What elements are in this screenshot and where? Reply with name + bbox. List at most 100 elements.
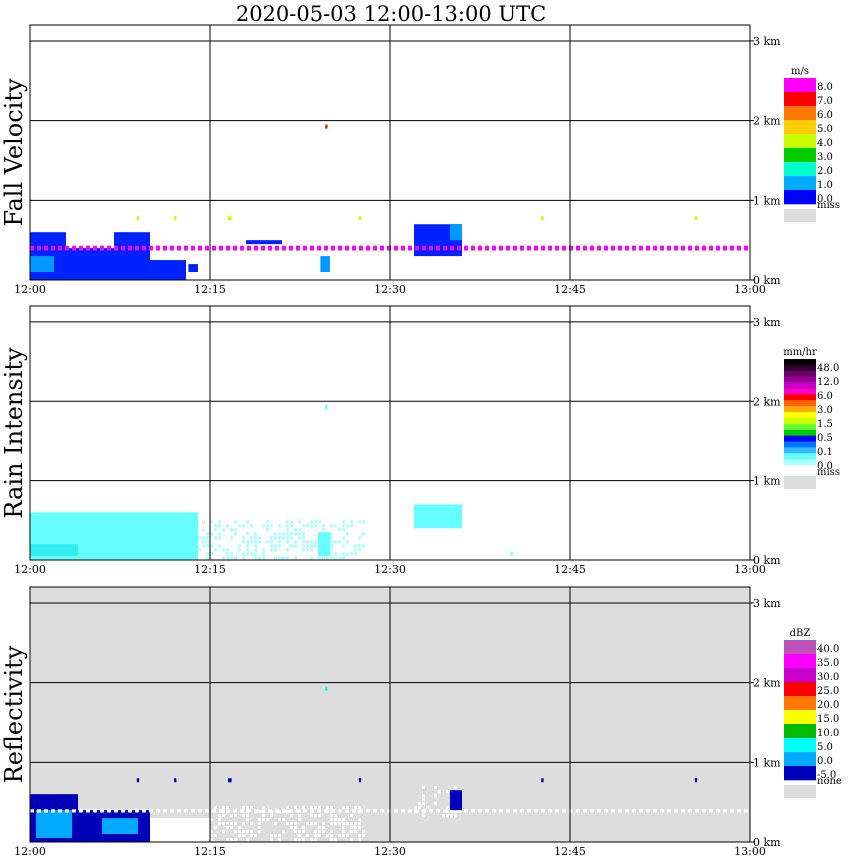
data-cell (286, 532, 289, 536)
data-cell (214, 806, 217, 810)
data-cell (234, 556, 237, 560)
data-cell (373, 245, 377, 251)
data-cell (30, 256, 54, 273)
data-cell (310, 838, 313, 842)
data-cell (342, 822, 345, 826)
data-cell (100, 245, 104, 251)
data-cell (436, 245, 440, 251)
data-cell (303, 809, 307, 813)
data-cell (298, 814, 301, 818)
data-cell (58, 809, 62, 813)
data-cell (274, 536, 277, 540)
colorbar-label: -5.0 (817, 770, 836, 781)
data-cell (310, 245, 314, 251)
data-cell (418, 802, 421, 806)
data-cell (191, 245, 195, 251)
data-cell (242, 524, 245, 528)
data-cell (358, 536, 361, 540)
data-cell (485, 809, 489, 813)
data-cell (228, 778, 232, 783)
data-cell (226, 245, 230, 251)
data-cell (102, 818, 138, 835)
data-cell (350, 838, 353, 842)
data-cell (254, 548, 257, 552)
data-cell (107, 809, 111, 813)
data-cell (302, 540, 305, 544)
data-cell (625, 809, 629, 813)
data-cell (184, 809, 188, 813)
data-cell (330, 548, 333, 552)
data-cell (576, 809, 580, 813)
data-cell (206, 540, 209, 544)
data-cell (541, 216, 544, 221)
data-cell (302, 548, 305, 552)
data-cell (286, 524, 289, 528)
data-cell (294, 532, 297, 536)
data-cell (72, 245, 76, 251)
data-cell (274, 544, 277, 548)
data-cell (250, 822, 253, 826)
colorbar-label: miss (817, 467, 840, 478)
data-cell (358, 520, 361, 524)
data-cell (350, 524, 353, 528)
data-cell (262, 814, 265, 818)
data-cell (142, 245, 146, 251)
data-cell (415, 245, 419, 251)
data-cell (238, 834, 241, 838)
data-cell (222, 806, 225, 810)
data-cell (240, 245, 244, 251)
data-cell (310, 540, 313, 544)
data-cell (135, 245, 139, 251)
data-cell (303, 245, 307, 251)
data-cell (210, 552, 213, 556)
data-cell (358, 834, 361, 838)
data-cell (246, 818, 249, 822)
data-cell (121, 245, 125, 251)
data-cell (464, 809, 468, 813)
data-cell (653, 809, 657, 813)
data-cell (274, 532, 277, 536)
data-cell (290, 814, 293, 818)
data-cell (354, 544, 357, 548)
data-cell (226, 806, 229, 810)
colorbar-cell (784, 423, 816, 431)
data-cell (270, 814, 273, 818)
data-cell (282, 809, 286, 813)
data-cell (373, 809, 377, 813)
data-cell (188, 264, 198, 273)
data-cell (233, 809, 237, 813)
data-cell (318, 814, 321, 818)
data-cell (206, 544, 209, 548)
data-cell (278, 532, 281, 536)
data-cell (387, 245, 391, 251)
data-cell (354, 830, 357, 834)
data-cell (30, 809, 34, 813)
data-cell (702, 809, 706, 813)
data-cell (163, 245, 167, 251)
data-cell (72, 809, 76, 813)
data-cell (408, 809, 412, 813)
data-cell (429, 245, 433, 251)
data-cell (646, 245, 650, 251)
data-cell (330, 536, 333, 540)
data-cell (270, 536, 273, 540)
data-cell (346, 540, 349, 544)
colorbar-cell (784, 710, 816, 725)
data-cell (302, 806, 305, 810)
plot-frame (29, 24, 751, 281)
data-cell (262, 548, 265, 552)
data-cell (394, 809, 398, 813)
colorbar-cell (784, 400, 816, 407)
data-cell (334, 838, 337, 842)
data-cell (667, 245, 671, 251)
data-cell (314, 838, 317, 842)
data-cell (342, 556, 345, 560)
data-cell (274, 822, 277, 826)
data-cell (121, 809, 125, 813)
data-cell (338, 245, 342, 251)
data-cell (358, 778, 362, 783)
data-cell (210, 818, 213, 822)
x-tick-label: 13:00 (734, 283, 766, 296)
data-cell (230, 838, 233, 842)
data-cell (314, 830, 317, 834)
